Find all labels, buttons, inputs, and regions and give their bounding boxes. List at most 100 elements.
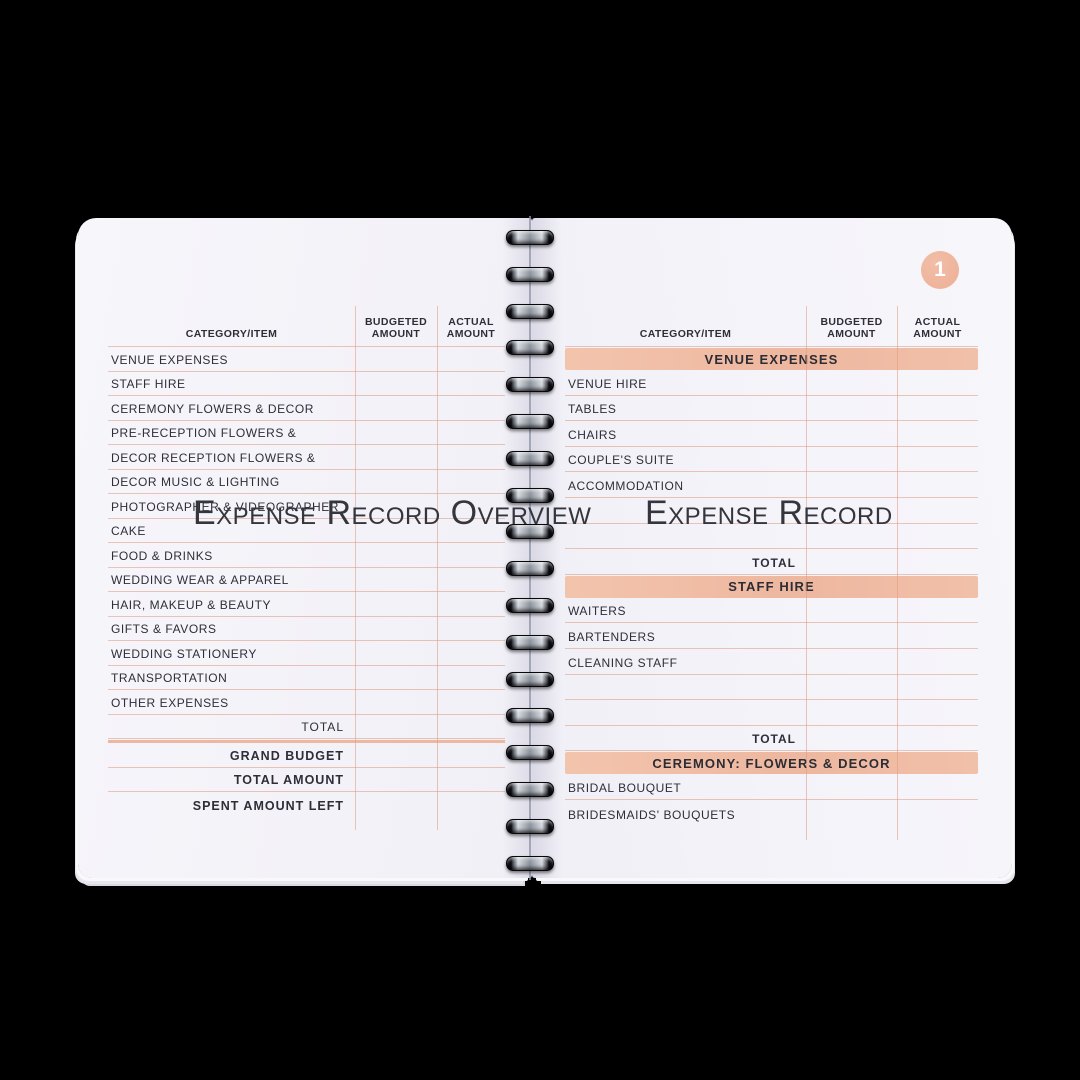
row-label: PHOTOGRAPHER & VIDEOGRAPHER <box>111 499 340 514</box>
row-label: CAKE <box>111 524 146 538</box>
table-row: GRAND BUDGET <box>108 743 505 768</box>
row-label: VENUE EXPENSES <box>111 352 229 367</box>
column-header-budgeted: BUDGETED AMOUNT <box>364 315 428 341</box>
table-row-empty <box>565 524 978 550</box>
page-number: 1 <box>934 258 946 281</box>
row-label: BRIDESMAIDS' BOUQUETS <box>568 807 736 822</box>
row-label: WEDDING STATIONERY <box>111 646 257 661</box>
row-label: TOTAL <box>752 555 796 570</box>
table-row: TOTAL <box>565 726 978 752</box>
row-label: BRIDAL BOUQUET <box>568 780 682 795</box>
row-label: SPENT AMOUNT LEFT <box>192 798 344 813</box>
table-row: BARTENDERS <box>565 623 978 649</box>
right-page: 1 CATEGORY/ITEM BUDGETED AMOUNT ACTUAL A… <box>532 218 1012 878</box>
table-row: CAKE <box>108 519 505 543</box>
spiral-coil <box>506 818 554 834</box>
spiral-coil <box>506 598 554 613</box>
row-label: TOTAL <box>301 720 344 734</box>
spiral-coil <box>506 230 554 245</box>
row-label: TOTAL <box>752 732 796 747</box>
row-label: WEDDING WEAR & APPAREL <box>111 573 289 587</box>
table-row: BRIDESMAIDS' BOUQUETS <box>565 800 978 826</box>
table-row: TRANSPORTATION <box>108 666 505 690</box>
column-divider <box>897 306 898 840</box>
table-row: BRIDAL BOUQUET <box>565 774 978 800</box>
row-label: CEREMONY FLOWERS & DECOR <box>111 401 315 416</box>
table-row: COUPLE'S SUITE <box>565 447 978 473</box>
table-row: VENUE EXPENSES <box>108 347 505 372</box>
row-label: ACCOMMODATION <box>568 478 684 493</box>
table-row: TOTAL <box>565 549 978 575</box>
spiral-coil <box>506 745 554 761</box>
section-header: CEREMONY: FLOWERS & DECOR <box>565 752 978 775</box>
table-row: OTHER EXPENSES <box>108 690 505 715</box>
table-row: TOTAL <box>108 715 505 739</box>
table-row: DECOR RECEPTION FLOWERS & <box>108 445 505 470</box>
spiral-coil <box>506 634 554 650</box>
table-row-empty <box>565 700 978 726</box>
right-expense-table: CATEGORY/ITEM BUDGETED AMOUNT ACTUAL AMO… <box>565 306 978 840</box>
spiral-coil <box>506 671 554 687</box>
section-header: VENUE EXPENSES <box>565 348 978 370</box>
row-label: TRANSPORTATION <box>111 671 228 685</box>
page-number-badge: 1 <box>921 251 959 289</box>
left-expense-table: CATEGORY/ITEM BUDGETED AMOUNT ACTUAL AMO… <box>108 306 505 830</box>
grand-total-divider <box>108 740 505 743</box>
row-label: TOTAL AMOUNT <box>233 773 344 787</box>
table-row: CEREMONY FLOWERS & DECOR <box>108 396 505 421</box>
table-row: FOOD & DRINKS <box>108 543 505 568</box>
table-row: CHAIRS <box>565 421 978 447</box>
table-row: WEDDING WEAR & APPAREL <box>108 568 505 592</box>
column-header-category: CATEGORY/ITEM <box>639 328 732 341</box>
row-label: FOOD & DRINKS <box>111 548 213 563</box>
left-table-rows: VENUE EXPENSES STAFF HIRE CEREMONY FLOWERS… <box>108 347 505 817</box>
table-row-empty <box>565 498 978 524</box>
right-table-sections: VENUE EXPENSES VENUE HIRE TABLES CHAIRS COUP… <box>565 348 978 826</box>
column-divider <box>437 306 438 830</box>
table-row: WAITERS <box>565 598 978 624</box>
row-label: VENUE HIRE <box>568 376 647 391</box>
column-divider <box>806 306 807 840</box>
row-label: PRE-RECEPTION FLOWERS & <box>111 426 297 440</box>
column-header-actual: ACTUAL AMOUNT <box>446 315 496 341</box>
spine-gap-line <box>529 216 531 880</box>
spiral-coil <box>506 450 554 466</box>
right-table-header-row: CATEGORY/ITEM BUDGETED AMOUNT ACTUAL AMO… <box>565 306 978 347</box>
row-label: STAFF HIRE <box>111 377 186 391</box>
table-row: TOTAL AMOUNT <box>108 768 505 792</box>
spiral-coil <box>506 303 554 319</box>
spiral-coil <box>506 340 554 356</box>
spiral-coil <box>506 524 554 540</box>
row-label: HAIR, MAKEUP & BEAUTY <box>111 597 272 612</box>
row-label: TABLES <box>568 402 617 417</box>
table-row: GIFTS & FAVORS <box>108 617 505 641</box>
table-row: PRE-RECEPTION FLOWERS & <box>108 421 505 445</box>
spiral-coil <box>506 414 554 429</box>
right-page-title: Expense Record <box>645 493 893 532</box>
table-row: CLEANING STAFF <box>565 649 978 675</box>
column-header-category: CATEGORY/ITEM <box>185 328 278 341</box>
row-label: CHAIRS <box>568 427 617 442</box>
spiral-coil <box>506 377 554 393</box>
open-notebook: CATEGORY/ITEM BUDGETED AMOUNT ACTUAL AMO… <box>78 216 1012 880</box>
spiral-coil <box>506 561 554 577</box>
row-label: CLEANING STAFF <box>568 655 678 670</box>
spiral-coil <box>506 266 554 282</box>
left-page: CATEGORY/ITEM BUDGETED AMOUNT ACTUAL AMO… <box>78 218 532 878</box>
table-row: TABLES <box>565 396 978 422</box>
table-row: PHOTOGRAPHER & VIDEOGRAPHER <box>108 494 505 519</box>
table-row: VENUE HIRE <box>565 370 978 396</box>
row-label: COUPLE'S SUITE <box>568 453 675 468</box>
spiral-coil <box>506 487 554 503</box>
spiral-coil <box>506 708 554 724</box>
row-label: GIFTS & FAVORS <box>111 622 217 636</box>
table-row: SPENT AMOUNT LEFT <box>108 792 505 817</box>
table-row: STAFF HIRE <box>108 372 505 396</box>
column-header-budgeted: BUDGETED AMOUNT <box>820 315 883 341</box>
section-header: STAFF HIRE <box>565 575 978 598</box>
column-header-actual: ACTUAL AMOUNT <box>913 315 962 341</box>
table-row: ACCOMMODATION <box>565 472 978 498</box>
table-row-empty <box>565 675 978 701</box>
spiral-coil <box>506 855 554 871</box>
